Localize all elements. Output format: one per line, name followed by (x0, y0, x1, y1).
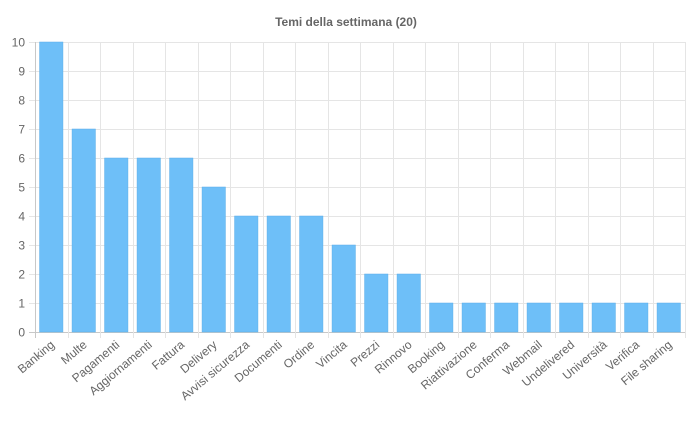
y-tick-label: 10 (12, 36, 26, 50)
bar (104, 157, 129, 333)
bar (591, 302, 616, 333)
x-tick-label: Banking (15, 338, 57, 377)
bar (234, 215, 259, 333)
bar (39, 41, 64, 333)
y-axis-ticks: 0 1 2 3 4 5 6 7 8 9 10 (12, 36, 26, 340)
bar (331, 244, 356, 333)
bar (656, 302, 681, 333)
x-axis-ticks: Banking MultePagamentiAggiornamentiFattur… (15, 337, 675, 403)
bar (526, 302, 551, 333)
y-tick-label: 1 (18, 297, 25, 311)
y-tick-label: 3 (18, 239, 25, 253)
bar (201, 186, 226, 333)
bar (299, 215, 324, 333)
y-tick-label: 2 (18, 268, 25, 282)
y-tick-label: 8 (18, 94, 25, 108)
bar (624, 302, 649, 333)
y-tick-label: 0 (18, 326, 25, 340)
x-tick-label: Vincita (313, 337, 350, 371)
bar (494, 302, 519, 333)
y-tick-label: 6 (18, 152, 25, 166)
bar (266, 215, 291, 333)
bar (396, 273, 421, 333)
bar (136, 157, 161, 333)
y-tick-label: 7 (18, 123, 25, 137)
bar (461, 302, 486, 333)
bars (39, 41, 681, 333)
bar (559, 302, 584, 333)
x-tick-label: Ordine (281, 337, 318, 371)
y-tick-label: 4 (18, 210, 25, 224)
chart-title: Temi della settimana (20) (275, 15, 417, 29)
bar (429, 302, 454, 333)
y-tick-label: 9 (18, 65, 25, 79)
bar (71, 128, 96, 333)
y-tick-label: 5 (18, 181, 25, 195)
bar (364, 273, 389, 333)
bar (169, 157, 194, 333)
